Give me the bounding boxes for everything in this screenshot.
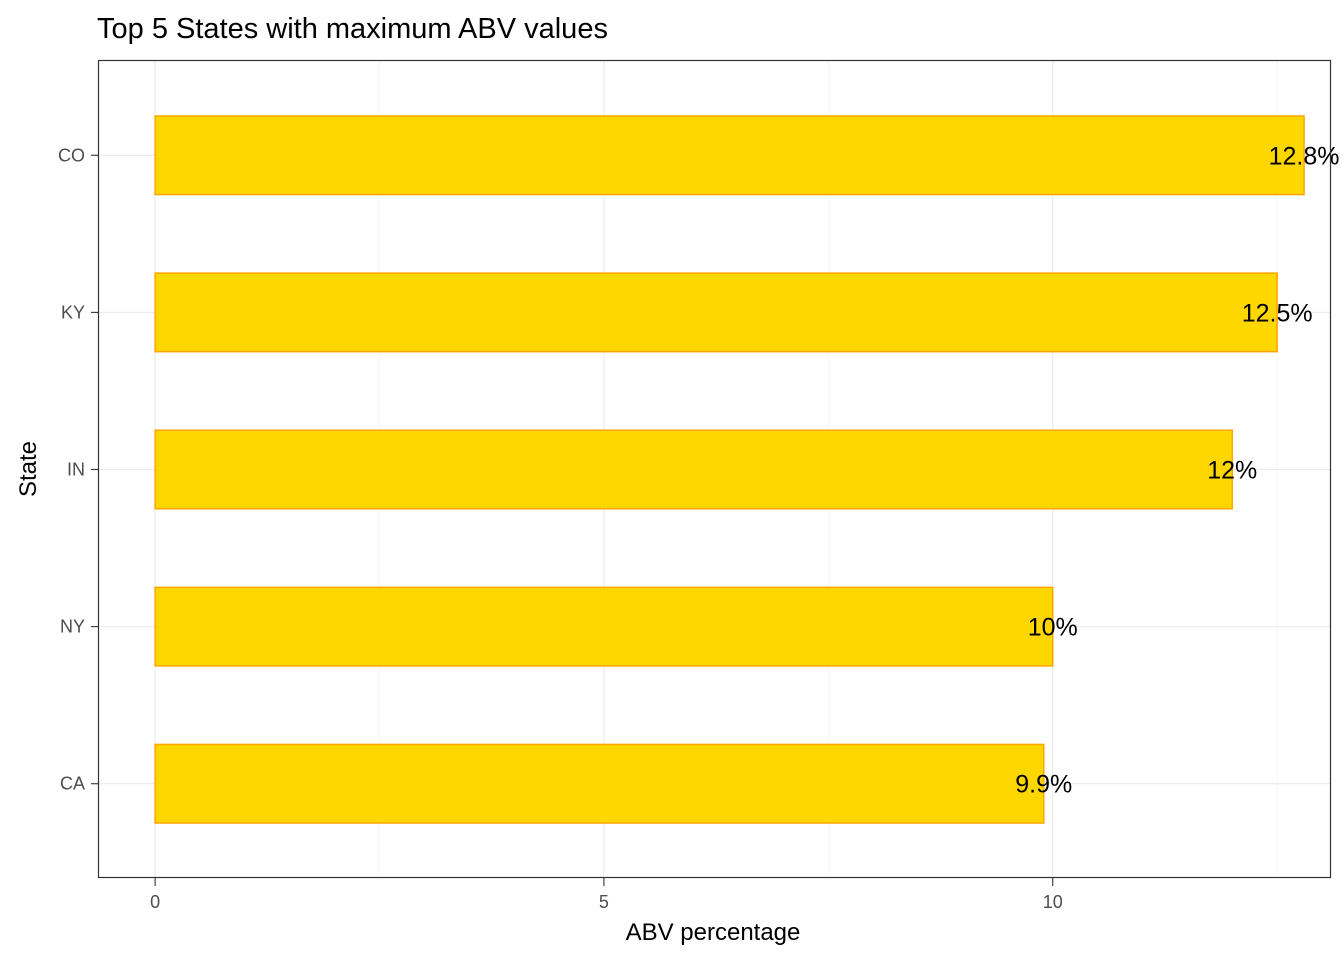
chart-title: Top 5 States with maximum ABV values <box>97 13 608 45</box>
data-label-ny: 10% <box>1028 614 1078 642</box>
y-tick-label: CO <box>58 145 85 165</box>
y-axis-title: State <box>15 441 42 497</box>
data-labels: 12.8% 12.5% 12% 10% 9.9% <box>1015 142 1339 798</box>
bar-co <box>154 115 1305 196</box>
data-label-co: 12.8% <box>1269 142 1340 170</box>
axes: CO KY IN NY CA 0 5 10 <box>58 145 1063 912</box>
y-tick-label: NY <box>60 617 85 637</box>
bar-in <box>154 429 1234 510</box>
bars <box>154 115 1305 824</box>
x-axis-title: ABV percentage <box>626 919 801 946</box>
bar-ky <box>154 272 1278 353</box>
bar-ca <box>154 743 1045 824</box>
y-tick-label: IN <box>67 460 85 480</box>
x-tick-label: 5 <box>599 892 609 912</box>
y-tick-label: CA <box>60 774 85 794</box>
data-label-in: 12% <box>1207 457 1257 485</box>
data-label-ky: 12.5% <box>1242 299 1313 327</box>
y-tick-label: KY <box>61 302 85 322</box>
x-tick-label: 10 <box>1043 892 1063 912</box>
bar-ny <box>154 586 1054 667</box>
x-tick-label: 0 <box>150 892 160 912</box>
data-label-ca: 9.9% <box>1015 771 1072 799</box>
